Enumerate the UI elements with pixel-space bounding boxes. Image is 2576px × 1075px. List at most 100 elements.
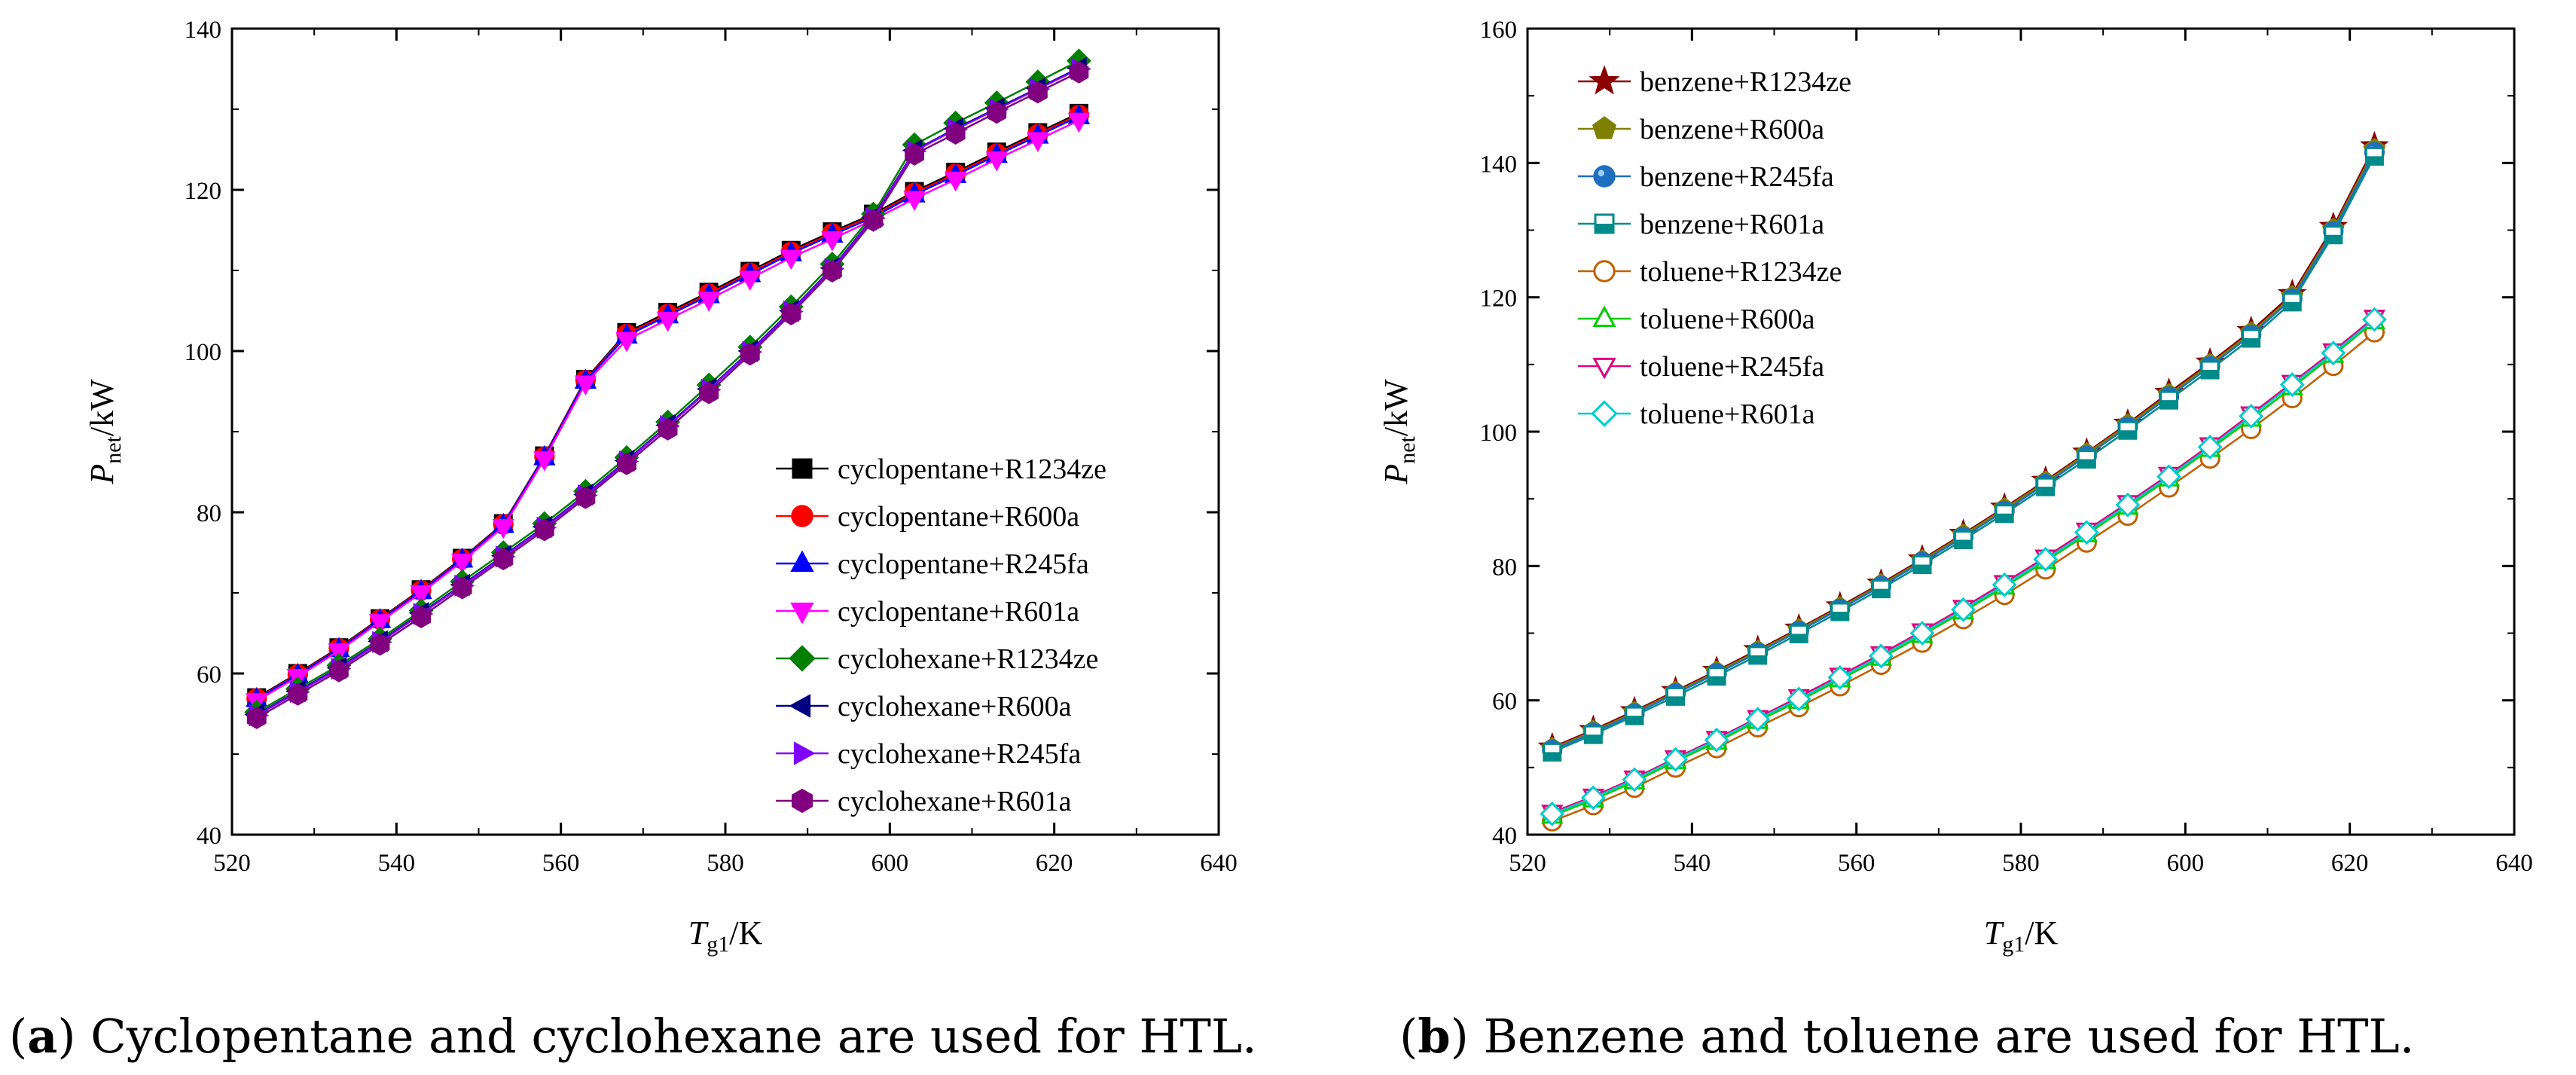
- panel-a-data-point: [740, 343, 760, 366]
- panel-b-series-line: [1552, 151, 2376, 751]
- panel-a-data-point: [493, 548, 514, 571]
- panel-b-series-line: [1552, 316, 2376, 814]
- panel-b-x-tick-label: 640: [2495, 850, 2533, 877]
- panel-a-legend-marker: [790, 550, 814, 573]
- panel-b-data-point-half-fill: [1790, 634, 1808, 643]
- panel-a-x-axis-label: Tg1/K: [688, 915, 763, 957]
- panel-b-legend-marker: [1592, 357, 1616, 380]
- panel-a-data-point: [452, 576, 472, 600]
- panel-a-legend-label: cyclohexane+R601a: [838, 786, 1072, 817]
- panel-a-y-axis-label: Pnet/kW: [84, 379, 126, 485]
- panel-a-data-point: [739, 270, 762, 292]
- panel-b-data-point: [1786, 686, 1811, 712]
- panel-b-legend-marker: [1589, 65, 1620, 95]
- panel-b-data-point: [1951, 597, 1976, 622]
- panel-b-data-point: [1622, 767, 1647, 793]
- panel-a-data-point: [615, 331, 638, 353]
- panel-b-data-point-half-fill: [2202, 369, 2219, 378]
- panel-a-data-point: [1027, 81, 1048, 104]
- panel-b-legend-label: toluene+R245fa: [1640, 351, 1824, 383]
- panel-a-legend-label: cyclopentane+R600a: [838, 501, 1079, 533]
- panel-b-y-tick-label: 80: [1492, 554, 1517, 581]
- panel-a-legend-label: cyclopentane+R245fa: [838, 548, 1089, 580]
- panel-b-legend-label: toluene+R1234ze: [1640, 256, 1842, 288]
- panel-b-data-point: [1909, 621, 1935, 646]
- panel-a-x-tick-label: 560: [542, 850, 580, 877]
- panel-b-data-point-half-fill: [2242, 338, 2260, 347]
- panel-b-data-point: [2321, 341, 2346, 366]
- panel-b-data-point-half-fill: [2160, 400, 2178, 409]
- panel-a-x-tick-label: 520: [213, 850, 251, 877]
- panel-b-data-point-half-fill: [1667, 696, 1684, 705]
- panel-b-series-line: [1552, 319, 2376, 815]
- panel-b-data-point-half-fill: [2366, 156, 2383, 165]
- panel-b-x-tick-label: 620: [2331, 850, 2369, 877]
- panel-b-y-tick-label: 160: [1480, 17, 1518, 44]
- panel-a-x-tick-label: 580: [707, 850, 744, 877]
- panel-b-y-tick-label: 100: [1480, 420, 1518, 447]
- panel-a-y-tick-label: 120: [185, 178, 222, 205]
- panel-b-data-point-half-fill: [2324, 234, 2342, 243]
- panel-a-legend-marker: [789, 694, 811, 718]
- panel-a-y-tick-label: 100: [185, 339, 222, 366]
- panel-a-x-tick-label: 640: [1200, 850, 1238, 877]
- panel-a-data-point: [1069, 60, 1089, 84]
- panel-b-series-line: [1552, 320, 2376, 817]
- panel-a-data-point: [863, 209, 884, 232]
- panel-b-data-point: [1580, 785, 1606, 811]
- panel-b-series-toluene+R601a: [1540, 307, 2387, 826]
- panel-a-data-point: [451, 553, 474, 574]
- panel-b-data-point: [1704, 727, 1729, 753]
- panel-a-data-point: [987, 101, 1007, 124]
- panel-b-data-point-half-fill: [1872, 588, 1890, 597]
- panel-a-data-point: [821, 231, 844, 252]
- panel-a-data-point: [697, 292, 720, 312]
- panel-a-legend-marker: [790, 602, 814, 625]
- panel-b-data-point-half-fill: [1749, 655, 1766, 664]
- panel-b-x-tick-label: 600: [2167, 850, 2205, 877]
- panel-a-data-point: [411, 606, 431, 629]
- panel-a-data-point: [492, 518, 514, 539]
- panel-a-legend-label: cyclopentane+R601a: [838, 596, 1079, 628]
- panel-a-data-point: [823, 260, 842, 283]
- panel-b-y-tick-label: 120: [1480, 286, 1518, 313]
- panel-b-data-point: [2239, 404, 2264, 429]
- panel-b-legend-label: benzene+R245fa: [1640, 161, 1834, 193]
- panel-a-legend-marker: [791, 505, 813, 527]
- panel-b-x-tick-label: 520: [1509, 850, 1546, 877]
- panel-b-data-point-half-fill: [1914, 564, 1930, 573]
- panel-a-caption: (a) Cyclopentane and cyclohexane are use…: [9, 1009, 1257, 1064]
- panel-b-x-axis-label: Tg1/K: [1984, 915, 2059, 957]
- panel-a-data-point: [903, 191, 926, 212]
- panel-b-legend: benzene+R1234ze benzene+R600a benzene+R245…: [1578, 65, 1851, 430]
- panel-b-data-point-half-fill: [1955, 539, 1972, 548]
- panel-a-x-tick-label: 540: [378, 850, 416, 877]
- panel-a-x-tick-label: 620: [1036, 850, 1073, 877]
- panel-a-legend-marker: [793, 741, 816, 765]
- panel-a-legend-marker: [789, 645, 816, 672]
- panel-a-y-tick-label: 80: [197, 500, 221, 527]
- panel-b-legend-marker: [1593, 260, 1616, 282]
- panel-b-data-point: [2033, 546, 2059, 572]
- panel-a-data-point: [329, 659, 349, 683]
- panel-a-data-point: [617, 452, 636, 475]
- panel-b-legend-label: toluene+R600a: [1640, 304, 1815, 335]
- panel-b-legend-label: benzene+R600a: [1640, 114, 1824, 145]
- panel-b-data-point: [2074, 520, 2099, 545]
- panel-a-data-point: [368, 614, 392, 634]
- panel-b-x-tick-label: 580: [2002, 850, 2040, 877]
- panel-b-series-line: [1552, 155, 2376, 753]
- panel-b-series-benzene+R601a: [1543, 146, 2384, 762]
- panel-a-data-point: [945, 171, 967, 192]
- panel-b-data-point-half-fill: [1708, 676, 1726, 685]
- panel-b-data-point: [2197, 435, 2223, 460]
- panel-a-data-point: [781, 302, 801, 325]
- panel-a-legend-label: cyclohexane+R245fa: [838, 738, 1081, 770]
- panel-a-legend-marker: [792, 788, 813, 814]
- panel-a-chart: 520 540 560 580 600 620 640 40 60 80 100 120 140 Tg1/…: [9, 17, 1257, 1064]
- panel-b-series-toluene+R600a: [1541, 309, 2386, 824]
- panel-a-data-point: [658, 417, 678, 441]
- panel-b-x-tick-label: 540: [1674, 850, 1711, 877]
- panel-b-data-point: [1745, 707, 1771, 732]
- panel-a-y-tick-label: 40: [197, 823, 221, 850]
